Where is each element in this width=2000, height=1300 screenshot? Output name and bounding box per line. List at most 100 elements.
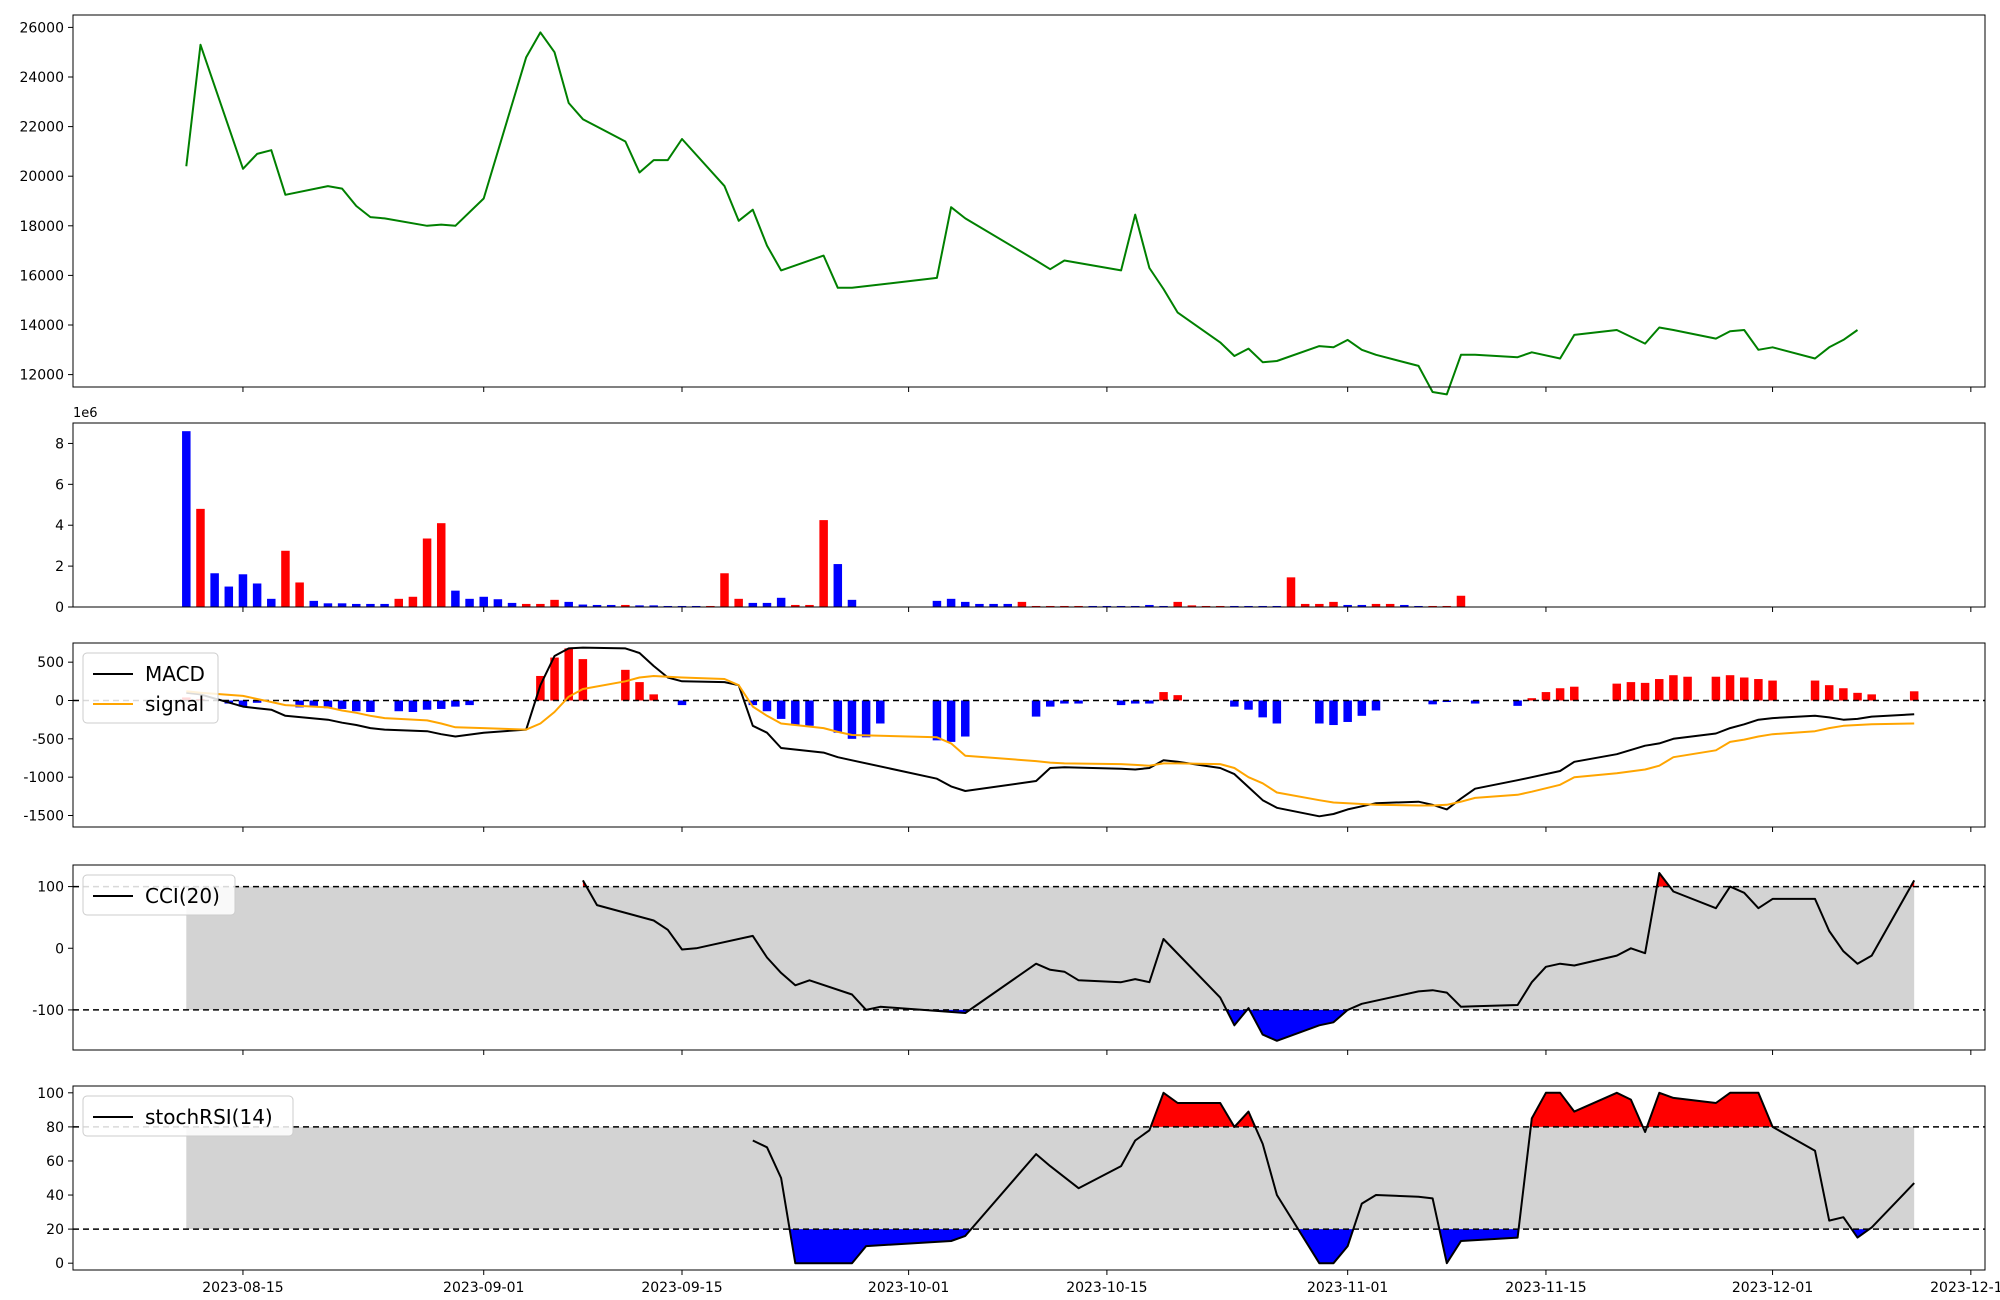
cci-oversold-fill (1249, 1009, 1348, 1041)
macd-histogram-bar (762, 700, 772, 712)
volume-bar (677, 605, 687, 607)
macd-histogram-bar (309, 700, 319, 707)
stochrsi-line (752, 1091, 1915, 1265)
macd-histogram-bar (408, 700, 418, 712)
macd-histogram-bar (1725, 675, 1735, 701)
volume-bar (748, 602, 758, 607)
stochrsi-overbought-fill (1530, 1092, 1643, 1127)
macd-histogram-bar (1711, 676, 1721, 701)
stochrsi-oversold-fill (789, 1229, 972, 1264)
volume-bar (436, 523, 446, 607)
macd-histogram-bar (876, 700, 885, 724)
price-ytick-label: 26000 (19, 20, 64, 36)
x-tick-label: 2023-10-01 (868, 1280, 949, 1296)
volume-bar (989, 603, 998, 607)
volume-bar (1286, 577, 1296, 607)
macd-histogram-bar (1655, 679, 1664, 701)
macd-histogram-bar (833, 700, 843, 733)
volume-bar (847, 599, 857, 607)
x-tick-label: 2023-12-01 (1732, 1280, 1813, 1296)
macd-histogram-bar (1683, 676, 1692, 701)
volume-bar (479, 596, 488, 607)
volume-bar (366, 603, 375, 607)
stochrsi-neutral-band (186, 1126, 1915, 1230)
macd-histogram-bar (564, 648, 573, 701)
macd-histogram-bar (1739, 677, 1749, 701)
volume-bar (946, 598, 956, 607)
macd-histogram-bar (1315, 700, 1324, 724)
volume-bar (1145, 604, 1154, 607)
macd-panel: -1500 -1000 -500 0 500 MACD signal (23, 642, 1986, 832)
volume-bar (1173, 601, 1182, 607)
macd-histogram-bar (791, 700, 800, 726)
stochrsi-overbought-fill (1150, 1092, 1235, 1127)
macd-histogram-bar (550, 657, 559, 701)
macd-histogram-bar (1570, 686, 1579, 701)
macd-signal-line (186, 675, 1915, 807)
macd-histogram-bar (252, 700, 262, 703)
macd-histogram-bar (635, 682, 644, 701)
volume-bar (1357, 604, 1367, 607)
volume-bar (1088, 605, 1097, 607)
volume-bar (1442, 605, 1452, 607)
volume-bar (1300, 603, 1310, 607)
volume-bar (1400, 604, 1409, 607)
price-ytick-label: 22000 (19, 120, 64, 136)
price-ytick-label: 20000 (19, 169, 64, 185)
volume-bar (1343, 604, 1352, 607)
volume-bar (1244, 605, 1253, 607)
macd-ytick-label: -1500 (23, 809, 64, 825)
volume-bar (196, 508, 205, 607)
macd-legend-label: signal (145, 692, 204, 716)
stochrsi-ytick-label: 60 (46, 1154, 64, 1170)
macd-histogram-bar (1130, 700, 1140, 704)
macd-line (186, 646, 1915, 818)
volume-ytick-label: 2 (55, 559, 64, 575)
volume-bar (805, 604, 814, 607)
volume-bar (932, 600, 942, 607)
macd-histogram-bar (1555, 688, 1565, 701)
stochrsi-ytick-label: 0 (55, 1256, 64, 1272)
cci-legend-label: CCI(20) (145, 884, 220, 908)
x-tick-label: 2023-11-01 (1307, 1280, 1388, 1296)
macd-histogram-bar (1839, 688, 1848, 701)
stochrsi-legend-box (82, 1095, 294, 1137)
macd-histogram-bar (1343, 700, 1352, 722)
x-tick-label: 2023-10-15 (1066, 1280, 1147, 1296)
price-panel: 12000 14000 16000 18000 20000 22000 24000 26000 (19, 14, 1986, 396)
volume-bar (1315, 603, 1324, 607)
macd-ytick-label: -500 (32, 732, 64, 748)
macd-histogram-bar (1116, 700, 1126, 706)
volume-bar (1102, 605, 1112, 607)
macd-histogram-bar (1541, 692, 1551, 701)
macd-histogram-bar (394, 700, 403, 712)
macd-histogram-bar (1159, 692, 1168, 701)
cci-oversold-fill (1226, 1009, 1247, 1026)
volume-bar (1130, 605, 1140, 607)
stochrsi-ytick-label: 40 (46, 1188, 64, 1204)
cci-legend-box (82, 874, 236, 916)
macd-histogram-bar (1810, 680, 1820, 701)
macd-histogram-bar (436, 700, 446, 709)
volume-bar (493, 599, 503, 607)
volume-bar (422, 538, 432, 607)
macd-frame (72, 642, 1986, 828)
macd-histogram-bar (465, 700, 474, 706)
volume-bar (1116, 605, 1126, 607)
macd-histogram-bar (1031, 700, 1041, 717)
stochrsi-frame (72, 1085, 1986, 1271)
volume-bar (451, 590, 460, 607)
macd-histogram-bar (1357, 700, 1367, 716)
volume-bar (238, 574, 248, 607)
volume-bar (706, 605, 715, 607)
volume-bar (1230, 605, 1239, 607)
volume-bar (1428, 605, 1437, 607)
volume-background (73, 423, 1985, 607)
price-ytick-label: 24000 (19, 70, 64, 86)
volume-ytick-label: 8 (55, 436, 64, 452)
macd-histogram-bar (1244, 700, 1253, 710)
volume-bar (380, 603, 389, 607)
volume-bar (1159, 605, 1168, 607)
volume-bar (281, 550, 290, 607)
macd-histogram-bar (352, 700, 361, 712)
